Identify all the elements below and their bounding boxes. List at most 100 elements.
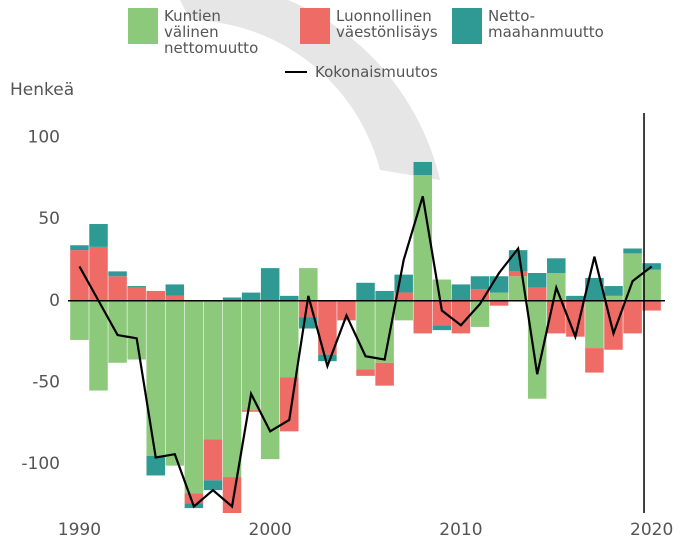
legend-entry: Luonnollinen väestönlisäys [300, 8, 446, 44]
y-tick-label: 100 [28, 127, 60, 147]
bar-segment [260, 268, 280, 301]
bar-segment [566, 295, 585, 301]
legend-swatch [452, 8, 482, 44]
bar-segment [604, 295, 623, 301]
bar-segment [299, 300, 318, 318]
legend-swatch [128, 8, 158, 44]
bar-segment [165, 300, 185, 466]
bar-segment [203, 480, 223, 491]
legend-label: Netto-maahanmuutto [488, 7, 604, 41]
bar-segment [623, 253, 642, 301]
bar-segment [623, 248, 642, 254]
y-axis-label: Henkeä [10, 80, 74, 100]
bar-segment [470, 300, 490, 327]
plot [70, 161, 661, 513]
legend-label: Kokonaismuutos [315, 63, 438, 81]
bar-segment [127, 300, 146, 360]
bar-segment [585, 300, 604, 349]
bar-segment [470, 276, 490, 290]
total-line [78, 195, 653, 509]
bar-segment [489, 300, 509, 306]
y-tick-label: -100 [21, 454, 60, 474]
bar-segment [280, 295, 299, 301]
x-tick-label: 2000 [249, 520, 292, 540]
bar-segment [642, 300, 661, 311]
legend-label: Luonnollinen väestönlisäys [336, 7, 438, 41]
bar-segment [508, 271, 528, 277]
bar-segment [108, 271, 127, 277]
legend-swatch [300, 8, 330, 44]
legend-label: Kuntien välinen nettomuutto [164, 7, 259, 57]
bar-segment [89, 300, 108, 391]
bar-segment [451, 300, 471, 334]
watermark [180, 0, 440, 180]
bar-segment [451, 284, 471, 301]
bar-segment [413, 300, 433, 334]
bar-segment [642, 269, 661, 301]
bar-segment [299, 268, 318, 301]
bar-segment [203, 300, 223, 440]
bar-segment [70, 250, 89, 301]
y-tick-label: -50 [32, 372, 60, 392]
bar-segment [299, 317, 318, 329]
x-tick-label: 2020 [630, 520, 673, 540]
bar-segment [165, 295, 185, 301]
bar-segment [527, 300, 547, 399]
bar-segment [394, 292, 413, 301]
bar-segment [222, 477, 242, 513]
bar-segment [489, 292, 509, 301]
bar-segment [337, 300, 356, 321]
bar-segment [146, 290, 165, 301]
bar-segment [260, 300, 280, 460]
legend-swatch [285, 71, 307, 73]
bar-segment [146, 455, 165, 476]
bar-segment [547, 258, 566, 273]
bar-segment [432, 279, 452, 301]
bar-segment [127, 287, 146, 301]
bar-segment [413, 161, 433, 176]
bar-segment [375, 362, 394, 386]
bar-segment [318, 354, 337, 362]
bar-segment [222, 300, 242, 478]
bar-segment [356, 369, 375, 376]
x-tick-label: 1990 [58, 520, 101, 540]
bar-segment [89, 224, 108, 247]
bar-segment [642, 263, 661, 270]
bar-segment [470, 289, 490, 301]
bar-segment [70, 245, 89, 251]
bar-segment [413, 175, 433, 301]
bar-segment [375, 290, 394, 301]
bar-segment [527, 287, 547, 301]
bar-segment [356, 300, 375, 370]
bar-segment [241, 292, 261, 301]
bar-segment [222, 297, 242, 301]
bar-segment [375, 300, 394, 363]
bar-segment [184, 300, 204, 494]
bar-segment [165, 284, 185, 296]
bar-segment [241, 300, 261, 411]
bar-segment [280, 300, 299, 378]
bar-segment [623, 300, 642, 334]
bar-segment [127, 286, 146, 288]
bar-segment [585, 277, 604, 301]
legend-entry: Kuntien välinen nettomuutto [128, 8, 274, 56]
bar-segment [184, 493, 204, 504]
bar-segment [89, 246, 108, 301]
legend-entry: Kokonaismuutos [285, 64, 438, 80]
bar-segment [394, 300, 413, 321]
bar-segment [70, 300, 89, 340]
bar-segment [203, 439, 223, 481]
bar-segment [108, 300, 127, 363]
bar-segment [108, 276, 127, 301]
bar-segment [585, 348, 604, 373]
bar-segment [432, 325, 452, 331]
bar-segment [527, 273, 547, 288]
bar-segment [356, 282, 375, 301]
y-tick-label: 0 [49, 291, 60, 311]
y-tick-label: 50 [38, 209, 60, 229]
x-tick-label: 2010 [439, 520, 482, 540]
bar-segment [432, 300, 452, 326]
bar-segment [318, 300, 337, 355]
